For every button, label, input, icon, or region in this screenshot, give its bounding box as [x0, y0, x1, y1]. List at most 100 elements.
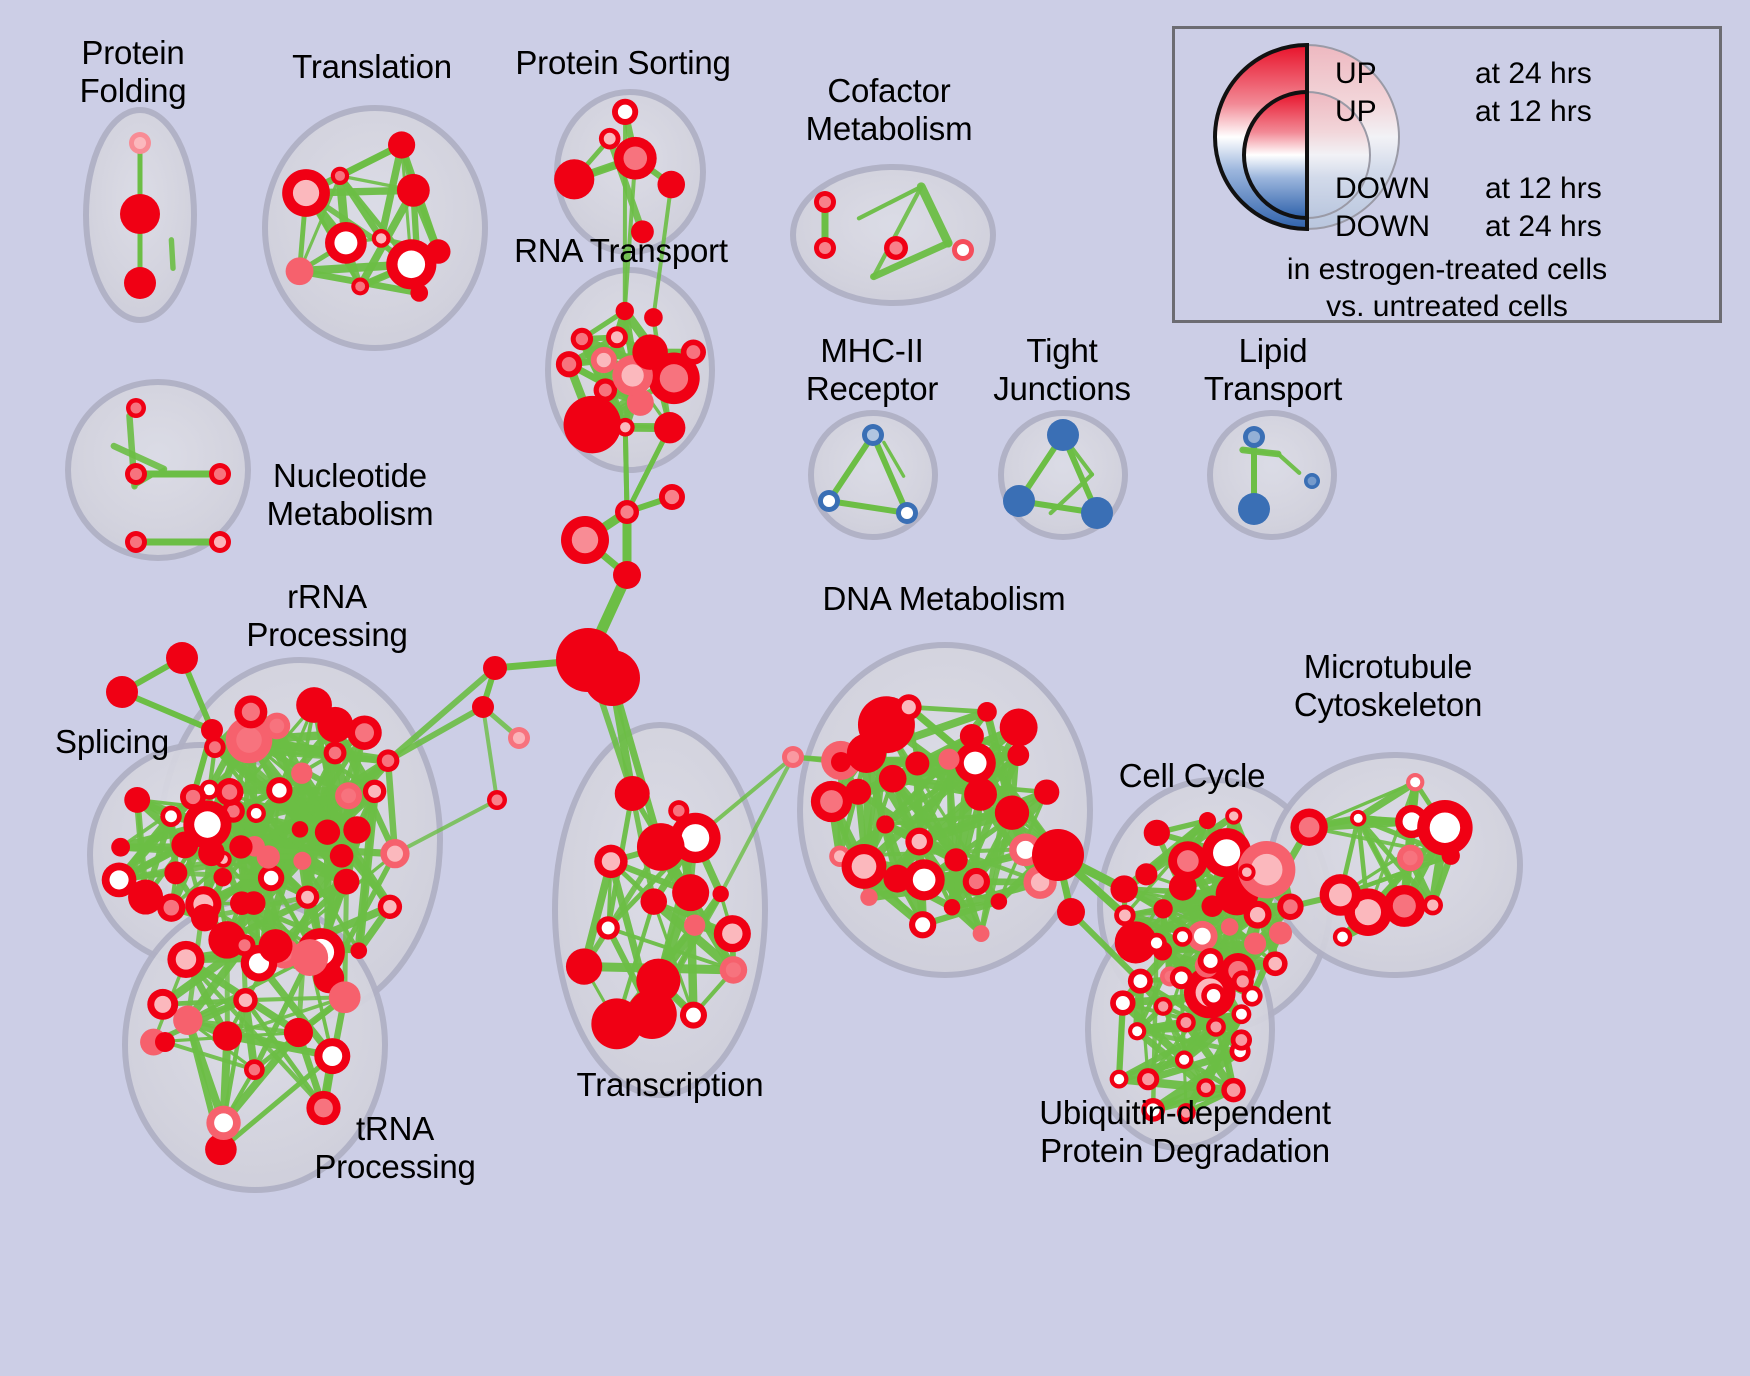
network-node — [1231, 1004, 1252, 1025]
network-node — [909, 911, 937, 939]
network-node — [347, 715, 382, 750]
node-inner-disc-12hr — [598, 383, 612, 397]
network-node — [1007, 744, 1030, 766]
network-edge — [183, 957, 326, 1111]
network-node — [1176, 1012, 1196, 1033]
network-edge — [1181, 884, 1257, 946]
node-outer-ring-24hr — [636, 958, 681, 1003]
node-inner-disc-12hr — [1236, 975, 1249, 988]
network-node — [668, 800, 690, 822]
network-node — [896, 502, 918, 524]
network-node — [561, 516, 609, 564]
network-edge — [163, 1040, 257, 1072]
network-node — [388, 131, 416, 159]
node-outer-ring-24hr — [128, 879, 164, 915]
network-edge — [826, 498, 910, 516]
node-inner-disc-12hr — [722, 923, 743, 944]
node-inner-disc-12hr — [1229, 811, 1239, 821]
node-outer-ring-24hr — [1198, 812, 1217, 830]
network-node — [386, 239, 437, 290]
network-node — [317, 706, 354, 743]
legend-dir-3: DOWN — [1335, 210, 1430, 243]
node-outer-ring-24hr — [291, 762, 313, 784]
network-node — [1197, 947, 1224, 974]
node-inner-disc-12hr — [866, 428, 880, 442]
network-edge — [185, 1018, 301, 1035]
node-inner-disc-12hr — [1177, 850, 1199, 872]
node-inner-disc-12hr — [334, 170, 346, 181]
network-node — [508, 727, 530, 749]
node-outer-ring-24hr — [483, 656, 507, 680]
node-outer-ring-24hr — [684, 914, 706, 936]
node-inner-disc-12hr — [397, 250, 426, 279]
network-node — [126, 398, 146, 418]
network-edge — [377, 141, 406, 243]
node-inner-disc-12hr — [1250, 853, 1283, 886]
network-node — [160, 805, 182, 828]
node-outer-ring-24hr — [124, 267, 156, 299]
node-outer-ring-24hr — [328, 981, 361, 1014]
node-inner-disc-12hr — [221, 784, 238, 800]
network-node — [1034, 779, 1060, 805]
node-outer-ring-24hr — [111, 837, 131, 857]
network-node — [862, 424, 884, 446]
network-node — [129, 132, 151, 154]
network-node — [1109, 1069, 1129, 1089]
node-outer-ring-24hr — [1114, 921, 1157, 964]
node-inner-disc-12hr — [381, 754, 395, 767]
node-inner-disc-12hr — [133, 136, 147, 150]
network-node — [1032, 829, 1084, 881]
network-edge — [318, 730, 367, 955]
node-outer-ring-24hr — [201, 719, 223, 741]
node-inner-disc-12hr — [912, 868, 936, 892]
network-node — [333, 868, 360, 895]
node-inner-disc-12hr — [1354, 899, 1382, 926]
node-outer-ring-24hr — [333, 868, 360, 895]
node-inner-disc-12hr — [1268, 956, 1283, 971]
network-node — [472, 696, 494, 718]
node-inner-disc-12hr — [1203, 953, 1218, 968]
network-node — [147, 988, 179, 1020]
network-node — [1269, 921, 1293, 945]
node-outer-ring-24hr — [999, 708, 1038, 747]
node-inner-disc-12hr — [1016, 840, 1035, 859]
network-node — [1127, 968, 1153, 994]
node-outer-ring-24hr — [285, 257, 314, 286]
network-node — [205, 1133, 237, 1166]
node-inner-disc-12hr — [1328, 883, 1352, 907]
network-node — [657, 170, 686, 199]
network-node — [1201, 983, 1226, 1009]
node-inner-disc-12hr — [1392, 894, 1416, 918]
network-node — [256, 845, 280, 869]
cluster-label-cell-cycle: Cell Cycle — [1118, 757, 1266, 794]
network-node — [962, 867, 991, 896]
network-node — [611, 98, 639, 125]
node-outer-ring-24hr — [1143, 819, 1170, 847]
network-node — [1187, 920, 1218, 952]
node-inner-disc-12hr — [1402, 850, 1418, 866]
node-inner-disc-12hr — [1193, 927, 1211, 945]
network-node — [1146, 932, 1167, 954]
node-inner-disc-12hr — [603, 132, 616, 145]
node-inner-disc-12hr — [664, 489, 680, 505]
node-inner-disc-12hr — [659, 364, 689, 393]
network-edge — [1069, 445, 1095, 477]
node-inner-disc-12hr — [163, 899, 180, 916]
cluster-label-protein-sorting: Protein Sorting — [515, 44, 731, 81]
network-edge — [624, 425, 673, 515]
cluster-blob-nucleotide-metabolism — [65, 379, 251, 561]
network-node — [1143, 819, 1170, 847]
cluster-label-protein-folding: Protein Folding — [79, 34, 187, 109]
network-node — [157, 893, 186, 922]
network-node — [977, 702, 997, 722]
network-node — [860, 888, 878, 906]
network-node — [644, 308, 663, 327]
node-inner-disc-12hr — [575, 332, 589, 346]
network-node — [325, 221, 367, 264]
node-inner-disc-12hr — [1030, 873, 1050, 892]
network-node — [106, 676, 138, 708]
network-edge — [871, 184, 924, 279]
network-node — [350, 942, 368, 959]
node-outer-ring-24hr — [632, 334, 668, 370]
node-inner-disc-12hr — [900, 506, 914, 520]
